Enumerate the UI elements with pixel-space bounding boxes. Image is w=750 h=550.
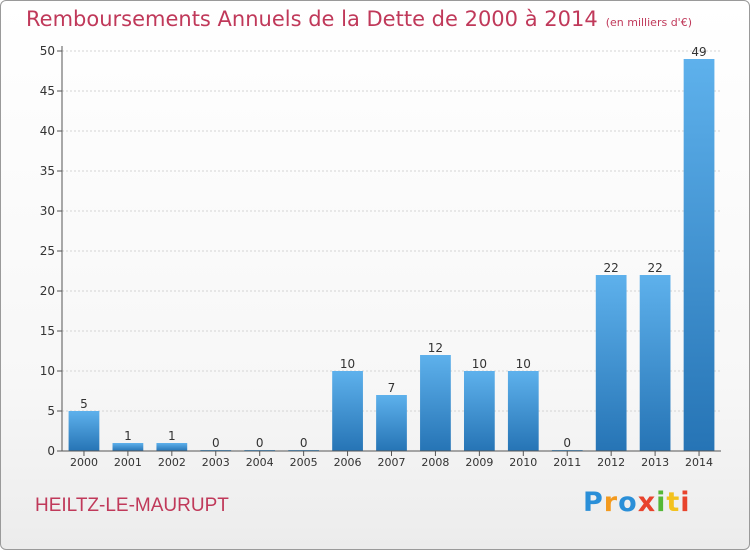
chart-unit: (en milliers d'€)	[605, 16, 692, 29]
y-tick-label: 5	[47, 404, 55, 418]
logo-letter: r	[603, 487, 619, 518]
x-tick-label: 2005	[290, 456, 318, 469]
x-tick-label: 2013	[641, 456, 669, 469]
y-tick-label: 30	[40, 204, 55, 218]
bar	[376, 395, 407, 451]
bar	[595, 275, 627, 451]
data-label: 49	[691, 45, 706, 59]
x-tick-label: 2012	[597, 456, 625, 469]
data-label: 5	[80, 397, 88, 411]
y-tick-label: 20	[40, 284, 55, 298]
bar	[332, 371, 363, 451]
data-label: 7	[388, 381, 396, 395]
x-tick-label: 2004	[246, 456, 274, 469]
y-tick-label: 35	[40, 164, 55, 178]
logo-letter: i	[680, 487, 691, 518]
data-label: 22	[604, 261, 619, 275]
chart-title-block: Remboursements Annuels de la Dette de 20…	[26, 7, 692, 31]
bar	[463, 371, 495, 451]
y-tick-label: 0	[47, 444, 55, 458]
data-label: 0	[563, 436, 571, 450]
bar	[112, 443, 144, 451]
y-tick-label: 50	[40, 44, 55, 58]
data-label: 10	[472, 357, 487, 371]
data-label: 0	[256, 436, 264, 450]
y-tick-label: 45	[40, 84, 55, 98]
x-tick-label: 2010	[509, 456, 537, 469]
data-label: 1	[124, 429, 132, 443]
data-label: 10	[340, 357, 355, 371]
data-label: 10	[516, 357, 531, 371]
data-label: 0	[212, 436, 220, 450]
proxiti-logo[interactable]: Proxiti	[583, 487, 691, 518]
y-tick-label: 40	[40, 124, 55, 138]
bar	[156, 443, 188, 451]
y-tick-label: 25	[40, 244, 55, 258]
x-tick-label: 2009	[465, 456, 493, 469]
x-tick-label: 2003	[202, 456, 230, 469]
logo-letter: i	[656, 487, 667, 518]
x-tick-label: 2002	[158, 456, 186, 469]
commune-name: HEILTZ-LE-MAURUPT	[35, 495, 229, 516]
x-tick-label: 2014	[685, 456, 713, 469]
y-tick-label: 10	[40, 364, 55, 378]
x-tick-label: 2001	[114, 456, 142, 469]
data-label: 22	[647, 261, 662, 275]
x-tick-label: 2008	[421, 456, 449, 469]
logo-letter: t	[666, 487, 681, 518]
data-label: 1	[168, 429, 176, 443]
x-tick-label: 2007	[378, 456, 406, 469]
x-tick-label: 2000	[70, 456, 98, 469]
bar	[683, 59, 715, 451]
y-tick-label: 15	[40, 324, 55, 338]
x-tick-label: 2006	[334, 456, 362, 469]
bar	[68, 411, 100, 451]
bar	[507, 371, 539, 451]
logo-letter: P	[583, 487, 604, 518]
x-tick-label: 2011	[553, 456, 581, 469]
bar	[639, 275, 671, 451]
data-label: 0	[300, 436, 308, 450]
data-label: 12	[428, 341, 443, 355]
bars	[68, 59, 715, 451]
bar	[420, 355, 451, 451]
chart-title: Remboursements Annuels de la Dette de 20…	[26, 7, 598, 31]
logo-letter: o	[618, 487, 638, 518]
logo-letter: x	[637, 487, 657, 518]
